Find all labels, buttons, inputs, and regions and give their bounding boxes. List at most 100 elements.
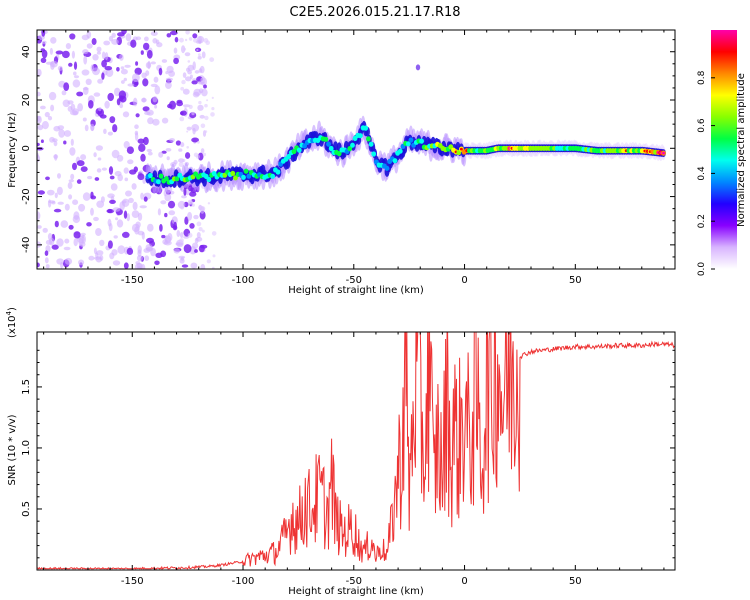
snr-y-multiplier-close: )	[7, 307, 18, 311]
heatmap-noise-mark	[92, 54, 99, 61]
heatmap-noise-mark	[73, 211, 80, 220]
colorbar-tick-label: 0.8	[697, 70, 707, 85]
heatmap-noise-mark	[40, 48, 45, 52]
heatmap-noise-mark	[196, 48, 199, 52]
heatmap-noise-mark	[48, 91, 57, 101]
heatmap-noise-mark	[117, 32, 125, 37]
heatmap-noise-mark	[41, 121, 49, 130]
snr-line	[37, 332, 675, 570]
heatmap-noise-mark	[193, 38, 198, 43]
heatmap-noise-mark	[96, 46, 102, 53]
heatmap-noise-mark	[41, 30, 46, 37]
heatmap-noise-mark	[93, 92, 101, 97]
heatmap-noise-mark	[133, 97, 138, 107]
heatmap-noise-mark	[116, 219, 124, 228]
snr-x-label: Height of straight line (km)	[288, 586, 424, 597]
heatmap-noise-mark	[180, 142, 185, 148]
heatmap-noise-mark	[118, 90, 127, 100]
heatmap-noise-mark	[117, 245, 126, 255]
heatmap-noise-mark	[181, 264, 189, 268]
heatmap-noise-mark	[161, 234, 166, 239]
heatmap-noise-mark	[180, 205, 184, 210]
heatmap-noise-mark	[134, 124, 139, 129]
heatmap-noise-mark	[183, 244, 192, 254]
heatmap-noise-mark	[169, 30, 178, 36]
heatmap-noise-mark	[124, 64, 131, 68]
heatmap-noise-mark	[199, 114, 205, 119]
heatmap-noise-mark	[167, 103, 173, 109]
heatmap-noise-mark	[97, 78, 103, 84]
heatmap-noise-mark	[194, 249, 198, 253]
heatmap-noise-mark	[107, 92, 114, 102]
heatmap-noise-mark	[109, 175, 115, 180]
heatmap-noise-mark	[113, 235, 118, 239]
heatmap-noise-mark	[90, 191, 94, 199]
heatmap-noise-mark	[88, 255, 95, 261]
heatmap-noise-mark	[52, 138, 58, 142]
heatmap-noise-mark	[53, 208, 62, 213]
heatmap-noise-mark	[199, 65, 205, 74]
heatmap-noise-mark	[173, 159, 178, 165]
heatmap-ridge-peak	[662, 151, 665, 155]
heatmap-noise-mark	[72, 162, 77, 171]
spectrogram-x-label: Height of straight line (km)	[288, 285, 424, 296]
spectrogram-y-label: Frequency (Hz)	[7, 112, 18, 188]
heatmap-noise-mark	[49, 237, 55, 246]
snr-y-label: SNR (10 * v/v)	[7, 414, 18, 485]
heatmap-noise-mark	[204, 115, 209, 121]
heatmap-noise-mark	[135, 113, 140, 118]
heatmap-noise-mark	[57, 65, 63, 71]
heatmap-ridge-core	[156, 179, 161, 185]
heatmap-noise-mark	[201, 51, 206, 59]
heatmap-noise-mark	[40, 57, 47, 63]
heatmap-isolated-mark	[415, 64, 421, 71]
heatmap-noise-mark	[200, 206, 206, 211]
heatmap-noise-mark	[103, 40, 111, 46]
heatmap-noise-mark	[116, 67, 120, 72]
heatmap-noise-mark	[203, 84, 207, 89]
heatmap-noise-mark	[134, 132, 139, 141]
heatmap-noise-mark	[68, 194, 73, 200]
heatmap-noise-mark	[50, 37, 57, 44]
heatmap-ridge-core	[164, 176, 169, 182]
heatmap-noise-mark	[183, 104, 191, 108]
heatmap-noise-mark	[152, 96, 158, 103]
heatmap-noise-mark	[112, 124, 118, 133]
heatmap-noise-mark	[104, 66, 113, 71]
heatmap-noise-mark	[120, 66, 125, 70]
heatmap-noise-mark	[95, 145, 103, 151]
heatmap-noise-mark	[101, 72, 105, 80]
heatmap-noise-mark	[204, 130, 208, 133]
spectrogram-x-axis: -150 -100 -50 0 50	[43, 30, 665, 286]
heatmap-noise-mark	[58, 129, 65, 138]
heatmap-noise-mark	[191, 80, 198, 85]
heatmap-noise-mark	[197, 55, 202, 60]
heatmap-ridge-core	[347, 146, 353, 152]
heatmap-noise-mark	[85, 78, 92, 86]
heatmap-noise-mark	[154, 85, 161, 95]
heatmap-noise-mark	[182, 72, 187, 78]
heatmap-noise-mark	[68, 179, 75, 183]
heatmap-noise-mark	[162, 239, 169, 245]
heatmap-noise-mark	[141, 97, 147, 103]
heatmap-noise-mark	[147, 151, 153, 156]
x-tick-label: -50	[346, 576, 362, 587]
heatmap-ridge-core	[241, 174, 246, 180]
heatmap-noise-mark	[61, 90, 67, 96]
heatmap-noise-mark	[108, 35, 114, 42]
heatmap-noise-mark	[54, 154, 58, 161]
heatmap-ridge-core	[233, 175, 238, 181]
snr-x-axis: -150 -100 -50 0 50	[43, 332, 665, 587]
heatmap-noise-mark	[187, 70, 193, 75]
heatmap-noise-mark	[131, 183, 137, 190]
heatmap-noise-mark	[72, 79, 81, 88]
heatmap-noise-mark	[196, 232, 201, 239]
heatmap-noise-mark	[96, 200, 105, 208]
heatmap-noise-mark	[110, 183, 118, 191]
heatmap-noise-mark	[41, 49, 48, 59]
heatmap-ridge-core	[419, 138, 424, 144]
heatmap-noise-mark	[167, 200, 176, 209]
heatmap-noise-mark	[50, 104, 55, 112]
y-tick-label: 0.5	[21, 501, 32, 517]
heatmap-ridge-core	[371, 151, 377, 157]
